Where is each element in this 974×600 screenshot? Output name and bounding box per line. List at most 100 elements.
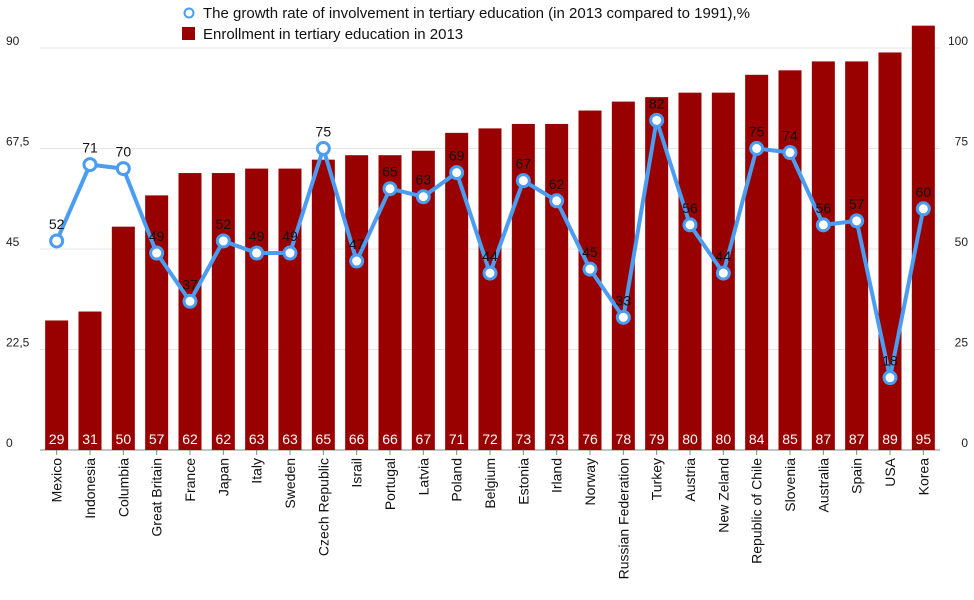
category-label: Czech Republic	[315, 458, 331, 556]
point-value-label: 49	[249, 228, 265, 244]
bar-value-label: 95	[916, 431, 932, 447]
enrollment-bar	[678, 92, 702, 451]
point-value-label: 52	[216, 216, 232, 232]
growth-rate-point	[782, 145, 798, 161]
point-value-label: 52	[49, 216, 65, 232]
point-value-label: 70	[116, 144, 132, 160]
legend-line-marker	[183, 7, 195, 19]
growth-rate-point	[849, 213, 865, 229]
left-tick-label: 67,5	[6, 135, 30, 149]
point-value-label: 33	[616, 292, 632, 308]
point-value-label: 45	[582, 244, 598, 260]
point-value-label: 56	[816, 200, 832, 216]
growth-rate-point	[482, 265, 498, 281]
point-value-label: 82	[649, 95, 665, 111]
category-label: USA	[882, 457, 898, 486]
growth-rate-point	[282, 245, 298, 261]
bar-value-label: 89	[882, 431, 898, 447]
growth-rate-point	[882, 370, 898, 386]
growth-rate-point	[582, 261, 598, 277]
bar-value-label: 76	[582, 431, 598, 447]
bar-value-label: 29	[49, 431, 65, 447]
growth-rate-point	[615, 309, 631, 325]
point-value-label: 71	[82, 140, 98, 156]
enrollment-bar	[178, 173, 202, 451]
growth-rate-point	[49, 233, 65, 249]
enrollment-bar	[811, 61, 835, 451]
growth-rate-point	[515, 173, 531, 189]
enrollment-bar	[211, 173, 235, 451]
point-value-label: 67	[516, 156, 532, 172]
category-label: Indonesia	[82, 458, 98, 519]
enrollment-bar	[378, 155, 402, 450]
bar-value-label: 73	[549, 431, 565, 447]
enrollment-bar	[445, 132, 469, 450]
left-tick-label: 0	[6, 436, 13, 450]
category-label: Columbia	[115, 458, 131, 517]
point-value-label: 62	[549, 176, 565, 192]
point-value-label: 65	[382, 164, 398, 180]
enrollment-bar	[78, 311, 102, 450]
category-label: New Zeland	[715, 458, 731, 533]
right-y-axis: 0 25 50 75 100	[948, 34, 968, 450]
point-value-label: 37	[182, 276, 198, 292]
right-tick-label: 75	[955, 135, 969, 149]
point-value-label: 44	[716, 248, 732, 264]
growth-rate-point	[915, 201, 931, 217]
growth-rate-point	[649, 112, 665, 128]
bar-value-label: 84	[749, 431, 765, 447]
point-value-label: 63	[416, 172, 432, 188]
growth-rate-point	[215, 233, 231, 249]
enrollment-bar	[45, 320, 69, 450]
enrollment-bar	[478, 128, 502, 450]
category-label: Israil	[349, 458, 365, 488]
category-label: Spain	[849, 458, 865, 494]
legend-line-label: The growth rate of involvement in tertia…	[203, 5, 750, 22]
growth-rate-point	[249, 245, 265, 261]
left-tick-label: 45	[6, 235, 20, 249]
enrollment-bar	[645, 97, 669, 450]
enrollment-bar	[345, 155, 369, 450]
point-value-label: 60	[916, 184, 932, 200]
legend-bar-marker	[182, 27, 195, 40]
point-value-label: 49	[149, 228, 165, 244]
point-value-label: 49	[282, 228, 298, 244]
bar-value-label: 87	[816, 431, 832, 447]
point-value-label: 75	[749, 124, 765, 140]
point-value-label: 69	[449, 148, 465, 164]
category-label: Slovenia	[782, 458, 798, 512]
growth-rate-point	[182, 293, 198, 309]
enrollment-bar	[278, 168, 302, 450]
bar-value-label: 73	[516, 431, 532, 447]
right-tick-label: 25	[955, 336, 969, 350]
category-label: Korea	[915, 458, 931, 496]
category-label: Japan	[215, 458, 231, 496]
legend: The growth rate of involvement in tertia…	[182, 5, 750, 43]
category-label: Australia	[815, 458, 831, 513]
enrollment-bar	[545, 123, 569, 450]
point-value-label: 44	[482, 248, 498, 264]
legend-bar-label: Enrollment in tertiary education in 2013	[203, 26, 463, 43]
category-label: Latvia	[415, 458, 431, 496]
growth-rate-point	[715, 265, 731, 281]
bar-value-labels: 29 31 50 57 62 62 63 63 65 66 66 67 71 72 73 73 76 78 79 80…	[49, 431, 931, 447]
growth-rate-point	[349, 253, 365, 269]
bar-value-label: 79	[649, 431, 665, 447]
category-label: Great Britain	[149, 458, 165, 537]
bar-value-label: 65	[316, 431, 332, 447]
bar-value-label: 80	[682, 431, 698, 447]
left-tick-label: 90	[6, 34, 20, 48]
growth-rate-point	[315, 141, 331, 156]
growth-rate-point	[415, 189, 431, 205]
growth-rate-point	[115, 161, 131, 177]
enrollment-bar	[511, 123, 535, 450]
bar-value-label: 87	[849, 431, 865, 447]
growth-rate-point	[82, 157, 98, 173]
bar-value-label: 63	[249, 431, 265, 447]
enrollment-bar	[611, 101, 635, 450]
point-value-label: 18	[882, 353, 898, 369]
category-label: France	[182, 458, 198, 502]
enrollment-bar	[311, 159, 335, 450]
category-label: Estonia	[515, 458, 531, 505]
point-value-label: 57	[849, 196, 865, 212]
